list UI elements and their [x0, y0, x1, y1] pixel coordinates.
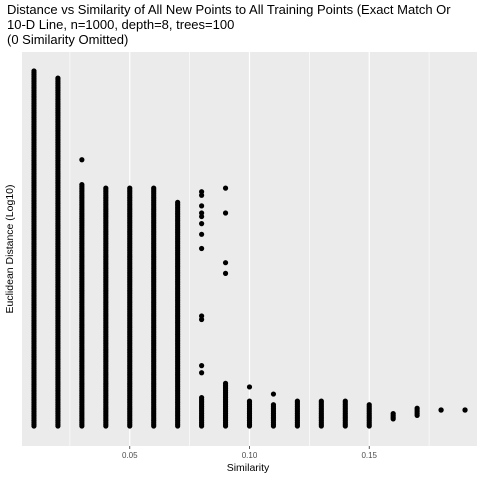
x-tick-label: 0.15 [361, 451, 377, 460]
data-point [175, 423, 181, 429]
data-point [270, 423, 277, 429]
data-point [222, 423, 229, 429]
data-point [199, 210, 205, 216]
data-point [199, 423, 205, 429]
x-axis-ticks: 0.05 0.10 0.15 [122, 446, 378, 460]
data-point [342, 423, 348, 429]
data-points [31, 68, 468, 429]
x-tick-label: 0.05 [122, 451, 138, 460]
data-point [222, 270, 229, 276]
chart-title-line-2: 10-D Line, n=1000, depth=8, trees=100 [7, 17, 235, 32]
x-axis-title: Similarity [227, 462, 270, 474]
data-point [222, 185, 229, 191]
data-point [390, 416, 396, 422]
chart-title-line-3: (0 Similarity Omitted) [7, 32, 129, 47]
data-point [55, 423, 61, 429]
data-point [199, 370, 205, 376]
data-point [199, 313, 205, 319]
chart-title-line-1: Distance vs Similarity of All New Points… [7, 2, 451, 17]
x-tick-label: 0.10 [242, 451, 258, 460]
data-point [151, 423, 157, 429]
data-point [222, 260, 229, 266]
data-point [246, 384, 253, 390]
data-point [270, 391, 277, 397]
data-point [127, 423, 133, 429]
data-point [462, 407, 468, 413]
data-point [199, 231, 205, 237]
data-point [199, 363, 205, 369]
data-point [31, 423, 37, 429]
data-point [246, 423, 253, 429]
data-point [199, 245, 205, 252]
data-point [79, 423, 85, 429]
data-point [199, 189, 205, 195]
data-point [199, 203, 205, 209]
data-point [79, 157, 85, 163]
data-point [438, 407, 444, 413]
data-point [414, 412, 420, 418]
data-point [366, 423, 372, 429]
y-axis-title: Euclidean Distance (Log10) [4, 185, 16, 314]
data-point [318, 423, 324, 429]
data-point [199, 221, 205, 227]
data-point [294, 423, 300, 429]
data-point [222, 210, 229, 216]
data-point [103, 423, 109, 429]
